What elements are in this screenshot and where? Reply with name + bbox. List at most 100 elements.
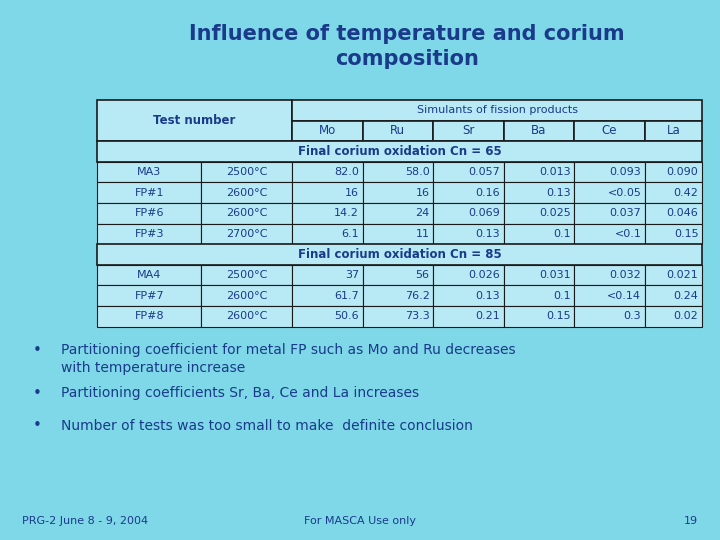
- Text: Influence of temperature and corium
composition: Influence of temperature and corium comp…: [189, 24, 625, 69]
- Bar: [97, 265, 202, 286]
- Text: 37: 37: [345, 270, 359, 280]
- Bar: [292, 203, 363, 224]
- Text: 0.093: 0.093: [610, 167, 642, 177]
- Bar: [292, 224, 363, 244]
- Text: 0.13: 0.13: [475, 229, 500, 239]
- Bar: [504, 286, 575, 306]
- Text: 58.0: 58.0: [405, 167, 430, 177]
- Bar: [202, 306, 292, 327]
- Text: Number of tests was too small to make  definite conclusion: Number of tests was too small to make de…: [61, 418, 473, 433]
- Bar: [504, 265, 575, 286]
- Text: <0.14: <0.14: [607, 291, 642, 301]
- Bar: [97, 162, 202, 183]
- Text: 0.13: 0.13: [546, 188, 571, 198]
- Text: FP#6: FP#6: [135, 208, 164, 218]
- Text: 82.0: 82.0: [334, 167, 359, 177]
- Text: 14.2: 14.2: [334, 208, 359, 218]
- Text: MA3: MA3: [137, 167, 161, 177]
- Text: 0.090: 0.090: [667, 167, 698, 177]
- Text: La: La: [667, 124, 680, 137]
- Text: 0.13: 0.13: [475, 291, 500, 301]
- Text: 19: 19: [684, 516, 698, 526]
- Bar: [575, 286, 645, 306]
- Text: 0.1: 0.1: [553, 291, 571, 301]
- Bar: [97, 224, 202, 244]
- Text: 2600°C: 2600°C: [226, 291, 267, 301]
- Bar: [292, 286, 363, 306]
- Bar: [645, 265, 702, 286]
- Bar: [504, 306, 575, 327]
- Text: Partitioning coefficients Sr, Ba, Ce and La increases: Partitioning coefficients Sr, Ba, Ce and…: [61, 386, 419, 400]
- Text: 0.1: 0.1: [553, 229, 571, 239]
- Bar: [645, 203, 702, 224]
- Bar: [202, 162, 292, 183]
- Bar: [363, 306, 433, 327]
- Text: 2600°C: 2600°C: [226, 188, 267, 198]
- Text: 0.069: 0.069: [469, 208, 500, 218]
- Bar: [433, 183, 504, 203]
- Bar: [433, 306, 504, 327]
- Text: 11: 11: [415, 229, 430, 239]
- Text: 0.037: 0.037: [610, 208, 642, 218]
- Text: Mo: Mo: [319, 124, 336, 137]
- Bar: [292, 120, 363, 141]
- Text: <0.1: <0.1: [614, 229, 642, 239]
- Text: •: •: [32, 343, 41, 358]
- Bar: [575, 183, 645, 203]
- Bar: [202, 203, 292, 224]
- Bar: [292, 162, 363, 183]
- Text: 0.02: 0.02: [674, 312, 698, 321]
- Bar: [433, 120, 504, 141]
- Bar: [363, 183, 433, 203]
- Text: •: •: [32, 418, 41, 434]
- Bar: [97, 286, 202, 306]
- Text: Ce: Ce: [602, 124, 617, 137]
- Text: Partitioning coefficient for metal FP such as Mo and Ru decreases
with temperatu: Partitioning coefficient for metal FP su…: [61, 343, 516, 375]
- Bar: [363, 203, 433, 224]
- Text: <0.05: <0.05: [608, 188, 642, 198]
- Bar: [433, 265, 504, 286]
- Text: 0.16: 0.16: [475, 188, 500, 198]
- Bar: [97, 244, 702, 265]
- Text: Test number: Test number: [153, 114, 236, 127]
- Bar: [97, 141, 702, 162]
- Text: 2600°C: 2600°C: [226, 312, 267, 321]
- Bar: [202, 224, 292, 244]
- Text: 0.046: 0.046: [667, 208, 698, 218]
- Bar: [433, 224, 504, 244]
- Bar: [504, 203, 575, 224]
- Bar: [363, 265, 433, 286]
- Text: 0.025: 0.025: [539, 208, 571, 218]
- Text: 16: 16: [345, 188, 359, 198]
- Text: 16: 16: [415, 188, 430, 198]
- Bar: [363, 162, 433, 183]
- Text: MA4: MA4: [137, 270, 161, 280]
- Bar: [292, 183, 363, 203]
- Text: 2700°C: 2700°C: [226, 229, 267, 239]
- Text: 76.2: 76.2: [405, 291, 430, 301]
- Bar: [202, 183, 292, 203]
- Text: 0.15: 0.15: [674, 229, 698, 239]
- Text: 0.24: 0.24: [673, 291, 698, 301]
- Text: 2600°C: 2600°C: [226, 208, 267, 218]
- Bar: [433, 286, 504, 306]
- Bar: [97, 306, 202, 327]
- Text: •: •: [32, 386, 41, 401]
- Bar: [575, 306, 645, 327]
- Text: 73.3: 73.3: [405, 312, 430, 321]
- Text: 0.057: 0.057: [469, 167, 500, 177]
- Text: 56: 56: [415, 270, 430, 280]
- Text: Simulants of fission products: Simulants of fission products: [417, 105, 577, 115]
- Text: 50.6: 50.6: [334, 312, 359, 321]
- Bar: [202, 265, 292, 286]
- Text: FP#7: FP#7: [135, 291, 164, 301]
- Bar: [575, 203, 645, 224]
- Bar: [363, 120, 433, 141]
- Text: Final corium oxidation Cn = 65: Final corium oxidation Cn = 65: [298, 145, 501, 158]
- Text: 0.026: 0.026: [469, 270, 500, 280]
- Bar: [202, 286, 292, 306]
- Bar: [645, 306, 702, 327]
- Text: FP#1: FP#1: [135, 188, 164, 198]
- Bar: [504, 162, 575, 183]
- Bar: [504, 224, 575, 244]
